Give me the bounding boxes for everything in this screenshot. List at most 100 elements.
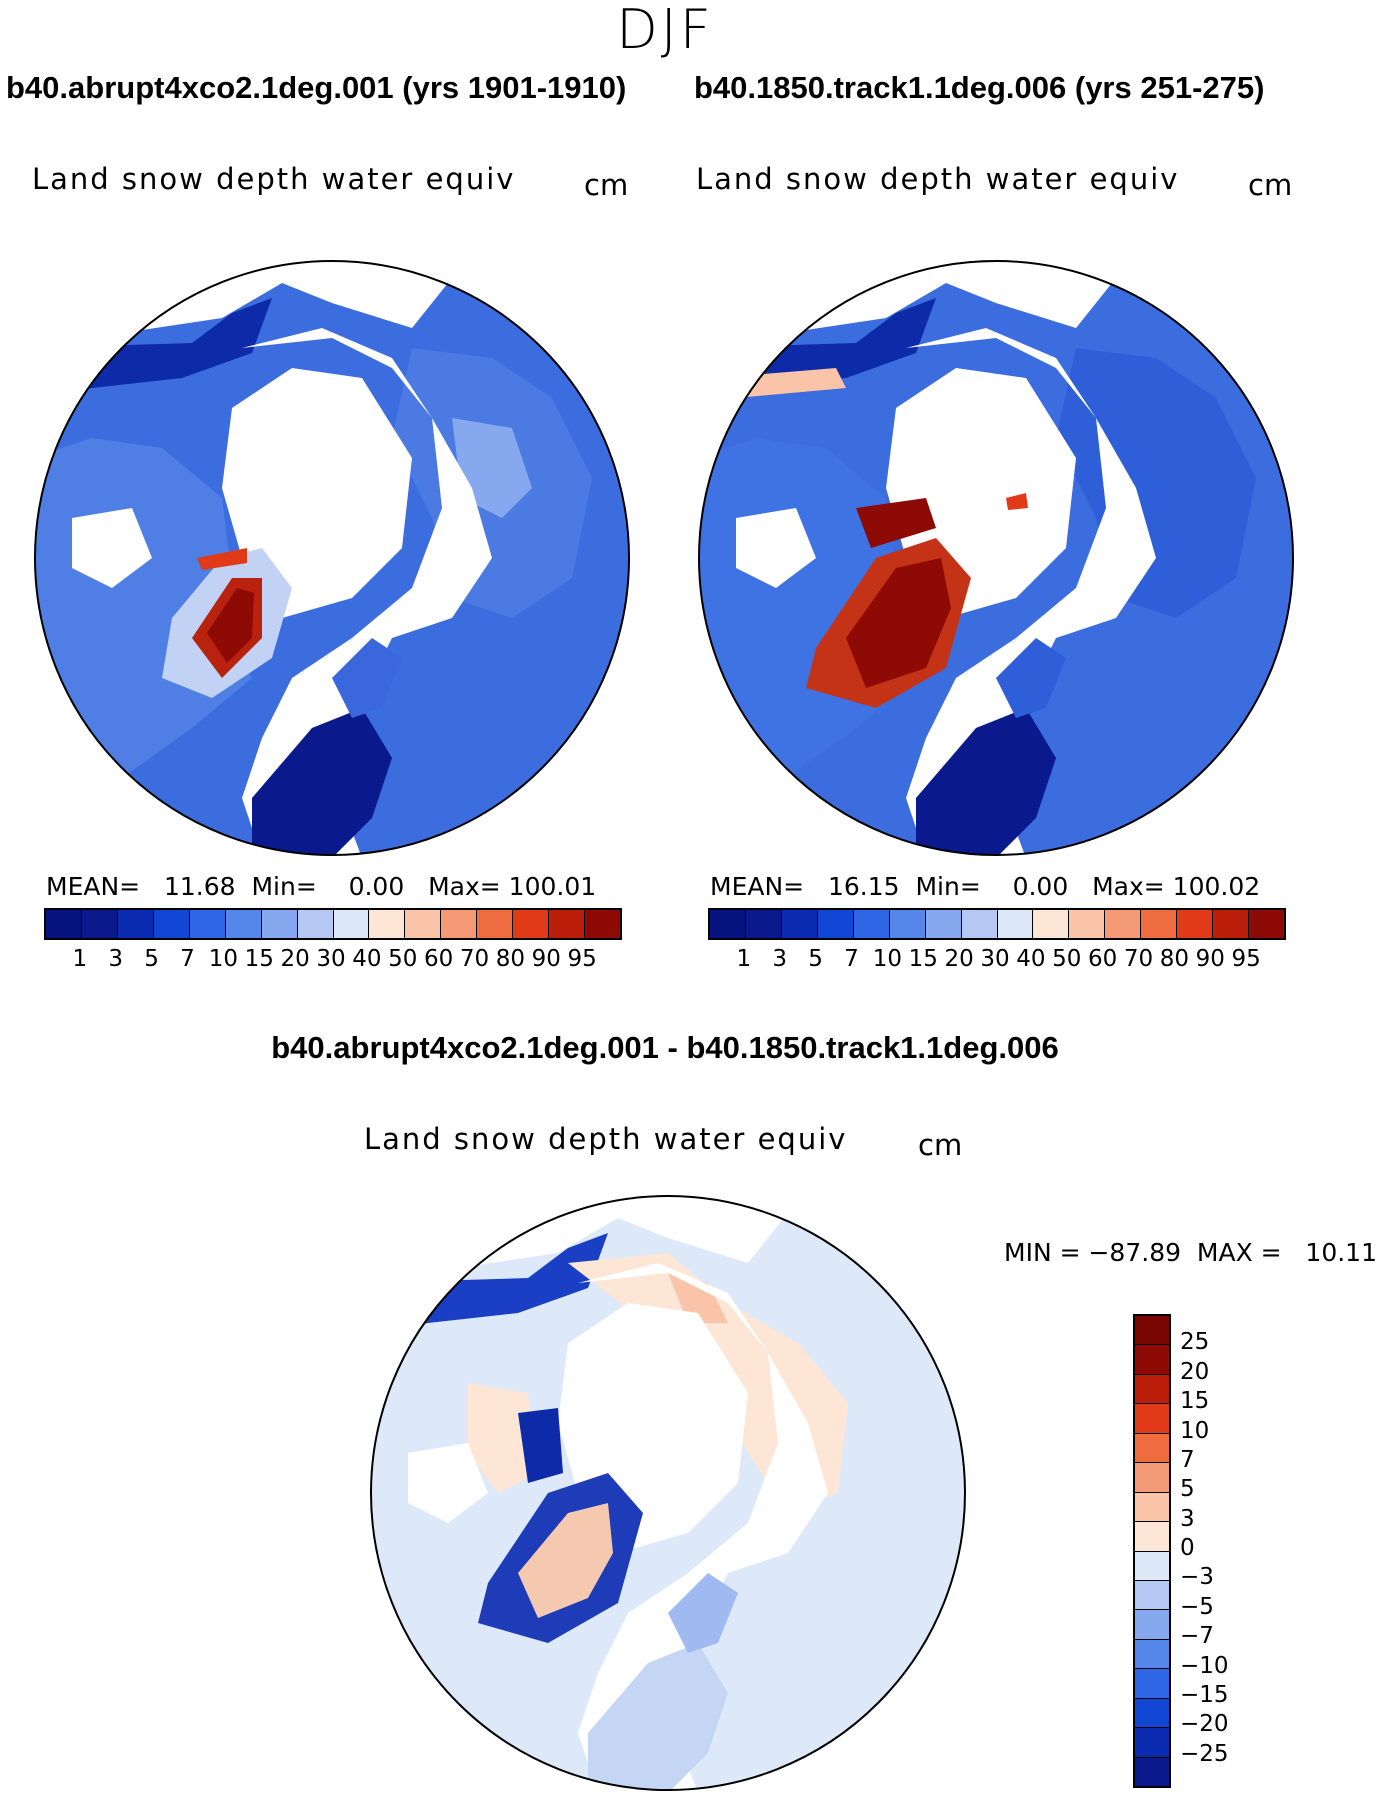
panel2-min-label: Min= [915,872,981,901]
colorbar-tick-label: 15 [244,946,274,972]
colorbar-tick-label: 50 [388,946,418,972]
colorbar-swatch [1135,1757,1169,1786]
colorbar-swatch [1033,910,1070,938]
colorbar-swatch [1135,1669,1169,1699]
colorbar-tick-label: 7 [1180,1446,1195,1473]
colorbar-swatch [1135,1580,1169,1611]
colorbar-swatch [1177,910,1214,938]
colorbar-swatch [817,910,854,938]
colorbar-swatch [153,910,190,938]
colorbar-swatch [405,910,442,938]
panel2-colorbar-ticks: 1 3 5 7 10 15 20 30 40 50 60 70 80 90 95 [708,946,1282,976]
colorbar-swatch [333,910,370,938]
colorbar-swatch [1105,910,1142,938]
colorbar-tick-label: 10 [208,946,239,972]
colorbar-tick-label: 80 [1159,946,1190,972]
colorbar-swatch [1135,1639,1169,1670]
colorbar-tick-label: 95 [567,946,597,972]
colorbar-tick-label: 5 [144,946,159,972]
colorbar-tick-label: 40 [1016,946,1046,972]
colorbar-tick-label: 30 [980,946,1010,972]
colorbar-tick-label: 1 [736,946,752,972]
panel3-units: cm [918,1128,963,1162]
colorbar-swatch [889,910,926,938]
panel3-map [370,1195,966,1791]
panel1-variable: Land snow depth water equiv [32,162,516,196]
colorbar-swatch [745,910,782,938]
colorbar-swatch [710,910,746,938]
colorbar-tick-label: −25 [1180,1740,1229,1767]
colorbar-swatch [925,910,962,938]
colorbar-swatch [1135,1492,1169,1523]
colorbar-tick-label: 3 [108,946,124,972]
panel3-colorbar [1133,1314,1171,1788]
panel2-units: cm [1248,168,1293,202]
colorbar-swatch [513,910,550,938]
colorbar-tick-label: 3 [772,946,788,972]
panel1-max: 100.01 [508,872,597,901]
colorbar-tick-label: 95 [1231,946,1261,972]
colorbar-swatch [1135,1374,1169,1405]
colorbar-tick-label: 70 [1123,946,1154,972]
colorbar-swatch [1069,910,1106,938]
colorbar-swatch [853,910,890,938]
colorbar-tick-label: −5 [1180,1593,1214,1620]
colorbar-swatch [1141,910,1178,938]
colorbar-swatch [297,910,334,938]
colorbar-tick-label: 7 [180,946,195,972]
panel2-stats: MEAN= 16.15 Min= 0.00 Max= 100.02 [710,872,1260,901]
colorbar-swatch [1135,1463,1169,1493]
colorbar-swatch [46,910,82,938]
panel1-map [34,260,630,856]
colorbar-swatch [1135,1551,1169,1581]
panel2-colorbar [708,908,1286,940]
panel1-min: 0.00 [348,872,405,901]
colorbar-tick-label: −15 [1180,1681,1229,1708]
colorbar-tick-label: 20 [1180,1358,1210,1385]
panel1-min-label: Min= [251,872,317,901]
panel2-map [698,260,1294,856]
colorbar-swatch [1135,1345,1169,1375]
panel1-max-label: Max= [428,872,501,901]
panel1-title: b40.abrupt4xco2.1deg.001 (yrs 1901-1910) [6,70,627,105]
colorbar-tick-label: 40 [352,946,382,972]
colorbar-swatch [1213,910,1250,938]
colorbar-swatch [1135,1316,1169,1346]
colorbar-tick-label: 7 [844,946,859,972]
panel2-mean-label: MEAN= [710,872,805,901]
colorbar-swatch [225,910,262,938]
colorbar-tick-label: 30 [316,946,346,972]
colorbar-swatch [1135,1728,1169,1758]
colorbar-tick-label: 90 [1195,946,1225,972]
colorbar-swatch [1135,1610,1169,1640]
colorbar-tick-label: 5 [808,946,823,972]
panel3-variable: Land snow depth water equiv [364,1122,848,1156]
colorbar-swatch [997,910,1034,938]
arctic-ocean [242,328,492,855]
colorbar-swatch [117,910,154,938]
colorbar-swatch [1135,1522,1169,1552]
colorbar-tick-label: 15 [1180,1388,1210,1415]
colorbar-tick-label: 1 [72,946,88,972]
colorbar-tick-label: 20 [280,946,310,972]
panel3-minmax: MIN = −87.89 MAX = 10.11 [1004,1238,1377,1267]
colorbar-tick-label: 60 [1087,946,1118,972]
panel2-variable: Land snow depth water equiv [696,162,1180,196]
season-title: DJF [616,0,714,61]
colorbar-tick-label: −3 [1180,1564,1214,1591]
colorbar-swatch [781,910,818,938]
colorbar-swatch [369,910,406,938]
colorbar-swatch [961,910,998,938]
colorbar-tick-label: 20 [944,946,974,972]
colorbar-tick-label: 5 [1180,1476,1195,1503]
colorbar-swatch [585,910,620,938]
panel2-min: 0.00 [1012,872,1069,901]
panel3-title: b40.abrupt4xco2.1deg.001 - b40.1850.trac… [271,1030,1059,1065]
panel2-max-label: Max= [1092,872,1165,901]
colorbar-swatch [1135,1404,1169,1434]
colorbar-tick-label: 60 [423,946,454,972]
colorbar-swatch [441,910,478,938]
panel1-units: cm [584,168,629,202]
colorbar-tick-label: 80 [495,946,526,972]
colorbar-swatch [261,910,298,938]
